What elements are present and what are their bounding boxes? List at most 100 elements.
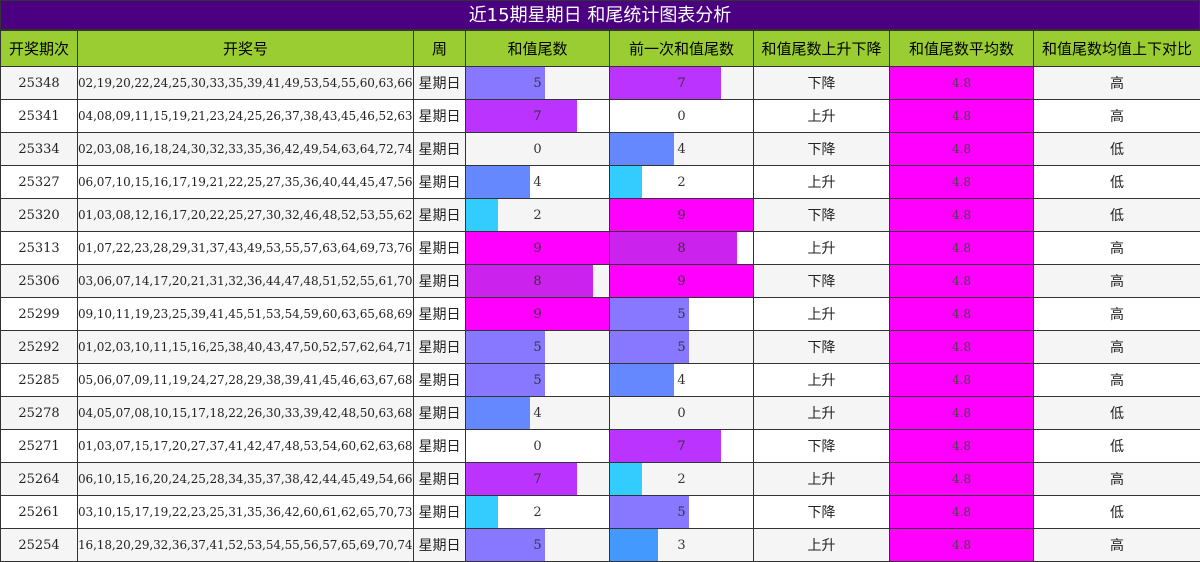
trend-cell: 上升: [753, 396, 890, 430]
avg-cell: 4.8: [889, 66, 1034, 100]
numbers-cell: 06,10,15,16,20,24,25,28,34,35,37,38,42,4…: [77, 462, 414, 496]
compare-cell: 低: [1033, 396, 1200, 430]
trend-cell: 上升: [753, 99, 890, 133]
issue-cell: 25341: [0, 99, 78, 133]
prev-tail-value: 0: [677, 405, 686, 421]
prev-tail-cell: 5: [609, 330, 754, 364]
issue-cell: 25299: [0, 297, 78, 331]
compare-cell: 低: [1033, 429, 1200, 463]
numbers-cell: 01,02,03,10,11,15,16,25,38,40,43,47,50,5…: [77, 330, 414, 364]
bar-mark: [610, 199, 753, 231]
header-weekday: 周: [413, 30, 466, 67]
numbers-cell: 03,06,07,14,17,20,21,31,32,36,44,47,48,5…: [77, 264, 414, 298]
compare-cell: 高: [1033, 297, 1200, 331]
bar-mark: [466, 298, 609, 330]
compare-cell: 低: [1033, 165, 1200, 199]
tail-value: 7: [533, 108, 542, 124]
trend-cell: 下降: [753, 132, 890, 166]
table-row: 25341 04,08,09,11,15,19,21,23,24,25,26,37…: [0, 99, 1200, 133]
bar-mark: [466, 265, 594, 297]
numbers-cell: 09,10,11,19,23,25,39,41,45,51,53,54,59,6…: [77, 297, 414, 331]
prev-tail-value: 0: [677, 108, 686, 124]
tail-cell: 5: [465, 363, 610, 397]
table-row: 25348 02,19,20,22,24,25,30,33,35,39,41,49…: [0, 66, 1200, 100]
tail-cell: 2: [465, 495, 610, 529]
tail-cell: 8: [465, 264, 610, 298]
bar-mark: [610, 166, 642, 198]
trend-cell: 上升: [753, 231, 890, 265]
tail-cell: 7: [465, 462, 610, 496]
prev-tail-cell: 9: [609, 198, 754, 232]
prev-tail-cell: 2: [609, 165, 754, 199]
issue-cell: 25261: [0, 495, 78, 529]
weekday-cell: 星期日: [413, 231, 466, 265]
avg-cell: 4.8: [889, 330, 1034, 364]
issue-cell: 25334: [0, 132, 78, 166]
weekday-cell: 星期日: [413, 396, 466, 430]
avg-cell: 4.8: [889, 231, 1034, 265]
avg-cell: 4.8: [889, 528, 1034, 562]
compare-cell: 低: [1033, 132, 1200, 166]
trend-cell: 下降: [753, 198, 890, 232]
trend-cell: 上升: [753, 528, 890, 562]
numbers-cell: 16,18,20,29,32,36,37,41,52,53,54,55,56,5…: [77, 528, 414, 562]
tail-cell: 9: [465, 297, 610, 331]
tail-value: 9: [533, 306, 542, 322]
table-row: 25320 01,03,08,12,16,17,20,22,25,27,30,32…: [0, 198, 1200, 232]
prev-tail-cell: 9: [609, 264, 754, 298]
table-row: 25334 02,03,08,16,18,24,30,32,33,35,36,42…: [0, 132, 1200, 166]
bar-mark: [466, 232, 609, 264]
tail-cell: 2: [465, 198, 610, 232]
tail-value: 4: [533, 174, 542, 190]
table-row: 25292 01,02,03,10,11,15,16,25,38,40,43,47…: [0, 330, 1200, 364]
prev-tail-cell: 2: [609, 462, 754, 496]
issue-cell: 25285: [0, 363, 78, 397]
trend-cell: 下降: [753, 264, 890, 298]
compare-cell: 高: [1033, 66, 1200, 100]
prev-tail-cell: 3: [609, 528, 754, 562]
table-row: 25306 03,06,07,14,17,20,21,31,32,36,44,47…: [0, 264, 1200, 298]
tail-value: 5: [533, 75, 542, 91]
prev-tail-value: 7: [677, 438, 686, 454]
issue-cell: 25292: [0, 330, 78, 364]
table-row: 25285 05,06,07,09,11,19,24,27,28,29,38,39…: [0, 363, 1200, 397]
table-body: 25348 02,19,20,22,24,25,30,33,35,39,41,49…: [0, 66, 1200, 562]
issue-cell: 25320: [0, 198, 78, 232]
table-row: 25254 16,18,20,29,32,36,37,41,52,53,54,55…: [0, 528, 1200, 562]
tail-cell: 4: [465, 165, 610, 199]
tail-value: 0: [533, 438, 542, 454]
tail-cell: 5: [465, 66, 610, 100]
compare-cell: 高: [1033, 528, 1200, 562]
prev-tail-value: 3: [677, 537, 686, 553]
tail-value: 2: [533, 504, 542, 520]
issue-cell: 25348: [0, 66, 78, 100]
numbers-cell: 01,07,22,23,28,29,31,37,43,49,53,55,57,6…: [77, 231, 414, 265]
prev-tail-value: 5: [677, 339, 686, 355]
chart-title: 近15期星期日 和尾统计图表分析: [0, 0, 1200, 30]
trend-cell: 下降: [753, 330, 890, 364]
avg-cell: 4.8: [889, 99, 1034, 133]
avg-cell: 4.8: [889, 198, 1034, 232]
numbers-cell: 06,07,10,15,16,17,19,21,22,25,27,35,36,4…: [77, 165, 414, 199]
weekday-cell: 星期日: [413, 264, 466, 298]
prev-tail-cell: 0: [609, 99, 754, 133]
bar-mark: [610, 67, 722, 99]
table-row: 25299 09,10,11,19,23,25,39,41,45,51,53,54…: [0, 297, 1200, 331]
avg-cell: 4.8: [889, 264, 1034, 298]
tail-cell: 7: [465, 99, 610, 133]
tail-cell: 4: [465, 396, 610, 430]
tail-value: 5: [533, 372, 542, 388]
weekday-cell: 星期日: [413, 462, 466, 496]
bar-mark: [610, 364, 674, 396]
prev-tail-value: 7: [677, 75, 686, 91]
prev-tail-value: 4: [677, 141, 686, 157]
bar-mark: [610, 496, 690, 528]
prev-tail-cell: 5: [609, 297, 754, 331]
weekday-cell: 星期日: [413, 330, 466, 364]
issue-cell: 25327: [0, 165, 78, 199]
prev-tail-value: 2: [677, 174, 686, 190]
avg-cell: 4.8: [889, 132, 1034, 166]
trend-cell: 上升: [753, 462, 890, 496]
header-issue: 开奖期次: [0, 30, 78, 67]
bar-mark: [466, 67, 546, 99]
